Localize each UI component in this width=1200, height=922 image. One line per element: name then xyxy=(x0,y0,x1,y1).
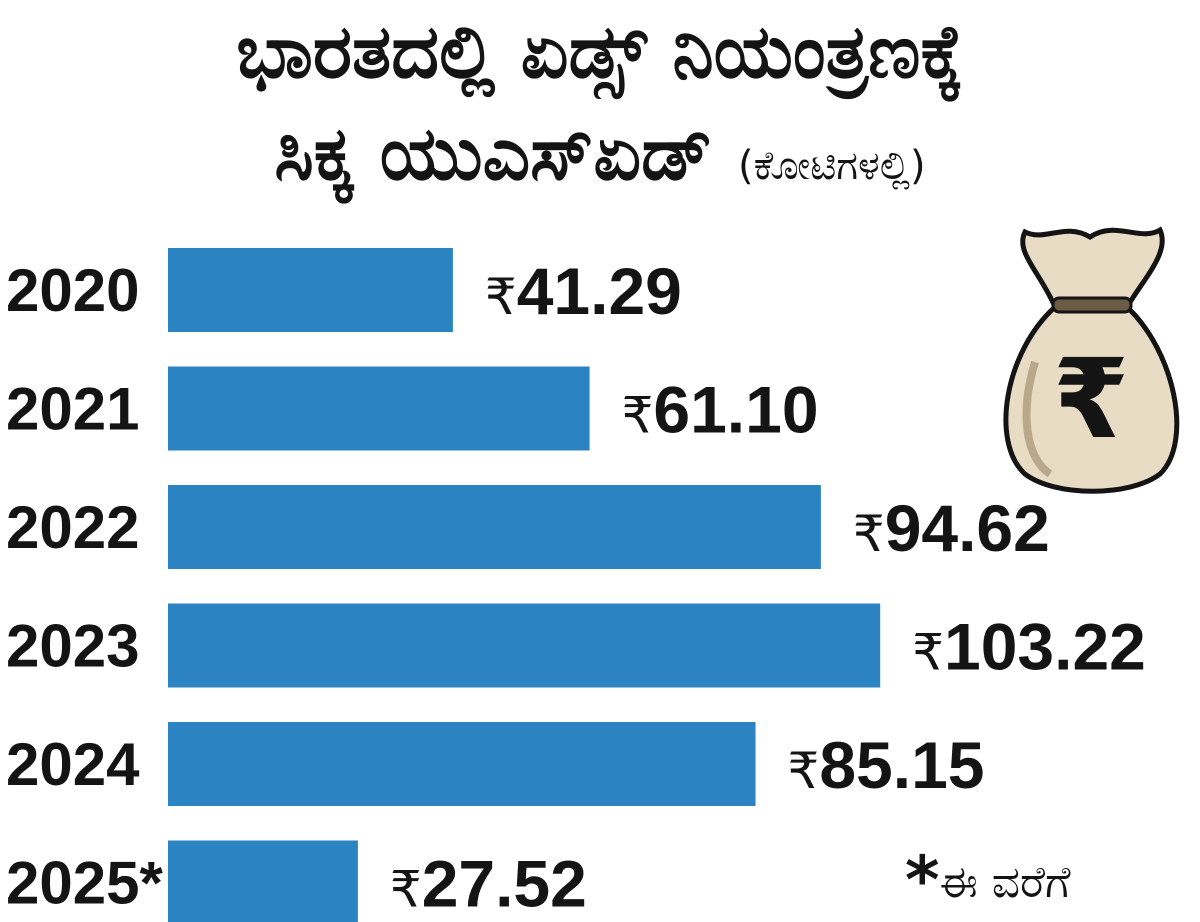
footnote: *ಈ ವರೆಗೆ xyxy=(905,842,1071,919)
bag-shade xyxy=(1022,360,1053,478)
category-label-2023: 2023 xyxy=(6,613,139,680)
value-number: 61.10 xyxy=(653,373,818,447)
value-number: 41.29 xyxy=(517,254,682,328)
value-label-2024: ₹85.15 xyxy=(788,728,985,802)
bar-2022 xyxy=(168,485,821,569)
value-number: 27.52 xyxy=(422,847,587,921)
bar-2024 xyxy=(168,722,756,806)
bar-2020 xyxy=(168,248,453,332)
chart-title-text-1: ಭಾರತದಲ್ಲಿ ಏಡ್ಸ್ ನಿಯಂತ್ರಣಕ್ಕೆ xyxy=(236,9,964,95)
rupee-symbol: ₹ xyxy=(788,742,820,800)
chart-title-line-1: ಭಾರತದಲ್ಲಿ ಏಡ್ಸ್ ನಿಯಂತ್ರಣಕ್ಕೆ xyxy=(0,2,1200,102)
value-label-2023: ₹103.22 xyxy=(912,610,1146,684)
value-number: 103.22 xyxy=(944,610,1146,684)
value-label-2025: ₹27.52 xyxy=(390,847,587,921)
value-label-2022: ₹94.62 xyxy=(853,491,1050,565)
rupee-symbol: ₹ xyxy=(390,861,422,919)
rupee-symbol: ₹ xyxy=(485,268,517,326)
value-number: 94.62 xyxy=(885,491,1050,565)
footnote-marker: * xyxy=(905,842,940,919)
chart-title-text-2: ಸಿಕ್ಕ ಯುಎಸ್‌ಏಡ್ xyxy=(274,111,713,197)
bag-rope xyxy=(1051,296,1133,314)
value-label-2020: ₹41.29 xyxy=(485,254,682,328)
category-label-2024: 2024 xyxy=(6,731,140,798)
chart-unit-label: (ಕೋಟಿಗಳಲ್ಲಿ) xyxy=(737,143,926,189)
category-label-2021: 2021 xyxy=(6,376,139,443)
bag-rupee-symbol: ₹ xyxy=(1053,335,1130,463)
category-label-2020: 2020 xyxy=(6,257,139,324)
bag-body xyxy=(1003,304,1180,494)
bar-2023 xyxy=(168,603,881,688)
rupee-symbol: ₹ xyxy=(622,387,654,445)
footnote-text: ಈ ವರೆಗೆ xyxy=(939,857,1071,908)
rupee-money-bag-icon: ₹ xyxy=(1003,226,1180,494)
category-label-2025: 2025* xyxy=(6,850,163,917)
rupee-symbol: ₹ xyxy=(853,505,885,563)
bag-top xyxy=(1020,226,1165,310)
value-number: 85.15 xyxy=(819,728,984,802)
bar-2025 xyxy=(168,840,358,922)
category-label-2022: 2022 xyxy=(6,494,139,561)
bar-2021 xyxy=(168,366,590,451)
rupee-symbol: ₹ xyxy=(912,624,944,682)
value-label-2021: ₹61.10 xyxy=(622,373,819,447)
chart-title-line-2: ಸಿಕ್ಕ ಯುಎಸ್‌ಏಡ್ (ಕೋಟಿಗಳಲ್ಲಿ) xyxy=(0,104,1200,216)
